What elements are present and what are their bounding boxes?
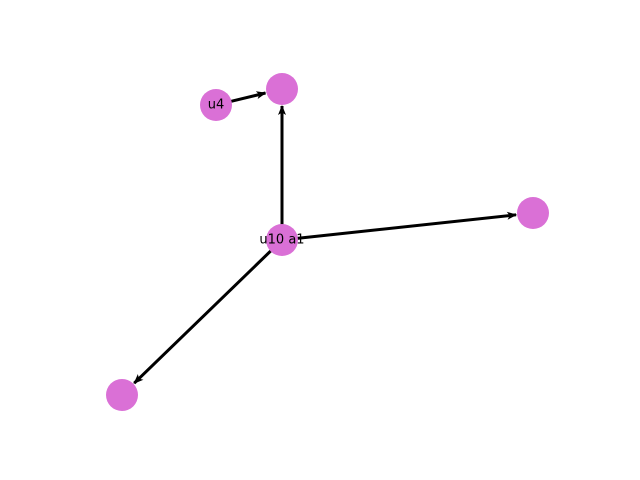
edge-u4-to-top	[229, 91, 267, 104]
node-u4: u4	[200, 89, 232, 121]
node-circle-right	[517, 197, 549, 229]
node-label-center: u10 a1	[259, 233, 304, 248]
edge-layer	[133, 91, 518, 385]
node-layer: u10 a1 u4	[106, 73, 549, 411]
node-circle-top	[266, 73, 298, 105]
node-circle-bottom-left	[106, 379, 138, 411]
node-circle-u4	[200, 89, 232, 121]
node-circle-center	[266, 224, 298, 256]
node-top	[266, 73, 298, 105]
edge-center-to-right	[295, 211, 518, 240]
node-bottom-left	[106, 379, 138, 411]
edge-center-to-bottom-left	[133, 248, 273, 385]
node-label-u4: u4	[208, 98, 225, 113]
node-right	[517, 197, 549, 229]
node-center: u10 a1	[259, 224, 305, 256]
